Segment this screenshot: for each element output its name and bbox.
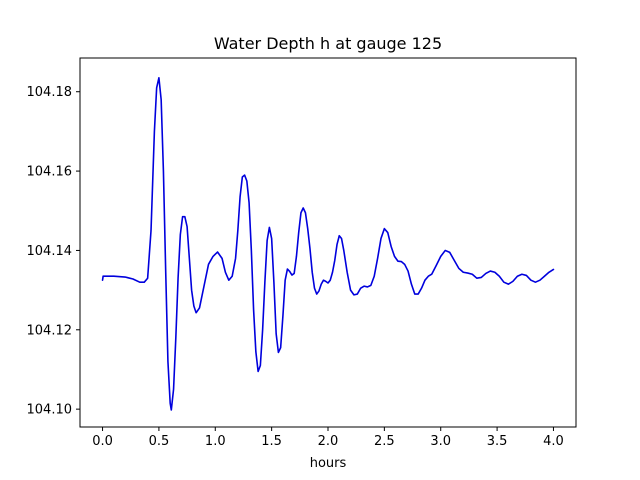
y-tick-label: 104.18 xyxy=(27,85,73,100)
axes-frame xyxy=(79,57,577,428)
x-tick-label: 2.0 xyxy=(318,434,339,449)
x-tick-label: 3.5 xyxy=(487,434,508,449)
y-tick-label: 104.10 xyxy=(27,403,73,418)
x-axis-label: hours xyxy=(310,456,347,471)
x-tick-label: 1.0 xyxy=(205,434,226,449)
series-line-0 xyxy=(101,77,555,411)
x-tick-label: 1.5 xyxy=(261,434,282,449)
chart-title: Water Depth h at gauge 125 xyxy=(214,34,442,53)
y-axis: 104.10 104.12 104.14 104.16 104.18 xyxy=(27,85,80,418)
plot-area xyxy=(101,77,555,411)
x-tick-label: 3.0 xyxy=(430,434,451,449)
y-tick-label: 104.16 xyxy=(27,165,73,180)
x-tick-label: 4.0 xyxy=(543,434,564,449)
y-tick-label: 104.14 xyxy=(27,244,73,259)
y-tick-label: 104.12 xyxy=(27,323,73,338)
x-tick-label: 0.5 xyxy=(149,434,170,449)
x-tick-label: 0.0 xyxy=(92,434,113,449)
x-axis: 0.0 0.5 1.0 1.5 2.0 2.5 3.0 3.5 4.0 xyxy=(92,427,564,449)
x-tick-label: 2.5 xyxy=(374,434,395,449)
